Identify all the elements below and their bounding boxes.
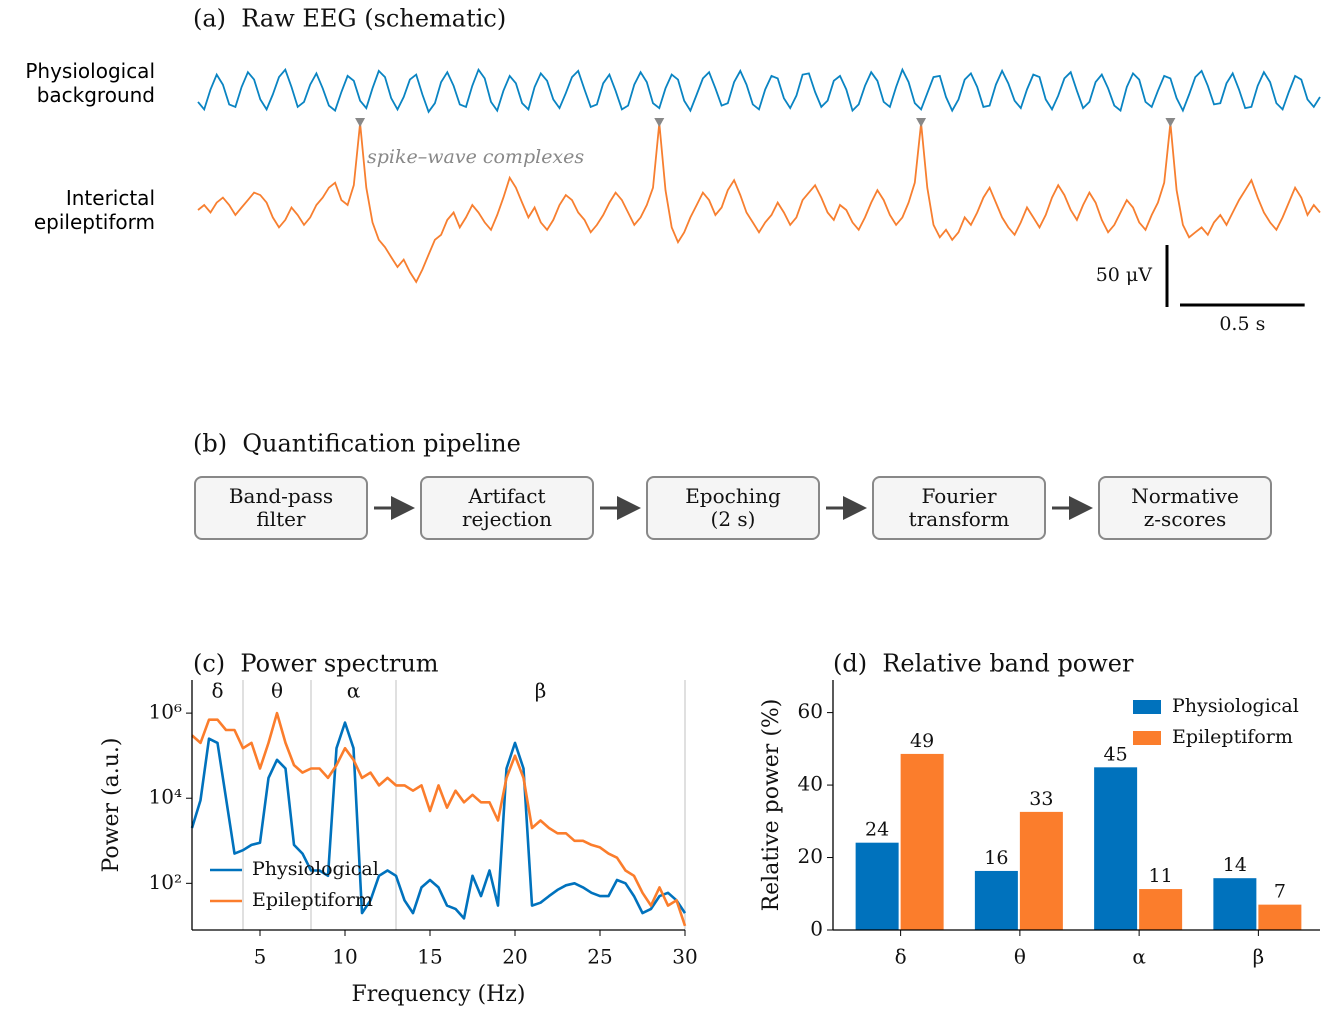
y-tick-label: 10⁶	[149, 700, 182, 724]
x-axis-label: Frequency (Hz)	[352, 982, 526, 1007]
x-tick-label: β	[1253, 945, 1265, 969]
annotation: spike–wave complexes	[367, 146, 584, 168]
pipeline-step: Artifact rejection	[420, 476, 594, 540]
pipeline-step: Normative z-scores	[1098, 476, 1272, 540]
bar	[1139, 889, 1183, 930]
series-line	[191, 711, 687, 927]
bar	[1019, 811, 1063, 930]
spike-marker	[654, 118, 665, 127]
y-axis-label: Relative power (%)	[759, 699, 784, 912]
scalebar-y-label: 50 μV	[1096, 264, 1153, 286]
bar	[1258, 904, 1302, 930]
x-tick-label: 15	[417, 945, 442, 969]
band-label: β	[535, 679, 547, 703]
spike-marker	[1165, 118, 1176, 127]
value-label: 49	[910, 730, 934, 752]
value-label: 14	[1223, 854, 1247, 876]
pipeline-step: Fourier transform	[872, 476, 1046, 540]
y-tick-label: 40	[798, 772, 823, 796]
value-label: 7	[1274, 881, 1286, 903]
value-label: 24	[865, 819, 889, 841]
bar	[855, 842, 899, 930]
value-label: 45	[1104, 743, 1128, 765]
x-tick-label: 10	[332, 945, 357, 969]
series-line	[190, 721, 687, 920]
track-label: Interictal epileptiform	[33, 186, 155, 234]
band-label: α	[347, 679, 361, 703]
x-tick-label: 30	[672, 945, 697, 969]
panel-d-title: (d) Relative band power	[833, 650, 1134, 678]
y-axis-label: Power (a.u.)	[99, 738, 124, 873]
spike-marker	[355, 118, 366, 127]
legend-label: Physiological	[1172, 695, 1299, 717]
bar	[900, 753, 944, 930]
pipeline-step: Band-pass filter	[194, 476, 368, 540]
legend-label: Epileptiform	[1172, 726, 1293, 748]
panel-b-title: (b) Quantification pipeline	[193, 430, 521, 458]
y-tick-label: 10⁴	[149, 785, 182, 809]
spike-marker	[916, 118, 927, 127]
x-tick-label: 25	[587, 945, 612, 969]
legend-label: Physiological	[252, 858, 379, 880]
legend-swatch	[1133, 700, 1161, 714]
legend-label: Epileptiform	[252, 889, 373, 911]
bar	[1094, 767, 1138, 930]
value-label: 11	[1149, 865, 1173, 887]
y-tick-label: 0	[810, 917, 823, 941]
x-tick-label: α	[1132, 945, 1146, 969]
eeg-trace	[197, 67, 1321, 114]
bar	[974, 870, 1018, 930]
band-label: θ	[271, 679, 283, 703]
scalebar-x-label: 0.5 s	[1219, 313, 1265, 335]
pipeline-step: Epoching (2 s)	[646, 476, 820, 540]
band-label: δ	[211, 679, 223, 703]
value-label: 33	[1029, 788, 1053, 810]
x-tick-label: θ	[1014, 945, 1026, 969]
bar	[1213, 878, 1257, 930]
y-tick-label: 10²	[149, 870, 182, 894]
x-tick-label: δ	[895, 945, 907, 969]
legend-swatch	[1133, 731, 1161, 745]
y-tick-label: 20	[798, 844, 823, 868]
track-label: Physiological background	[25, 59, 155, 107]
y-tick-label: 60	[798, 699, 823, 723]
value-label: 16	[984, 847, 1008, 869]
x-tick-label: 20	[502, 945, 527, 969]
eeg-trace	[197, 123, 1321, 284]
x-tick-label: 5	[254, 945, 267, 969]
panel-a-title: (a) Raw EEG (schematic)	[193, 5, 506, 33]
panel-c-title: (c) Power spectrum	[193, 650, 439, 678]
